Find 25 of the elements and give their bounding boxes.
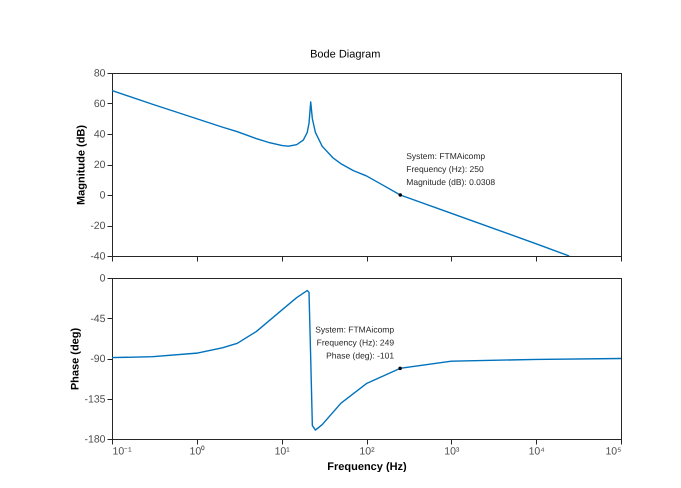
x-tick-label: 10¹ — [274, 446, 290, 458]
y-tick-label: 20 — [94, 159, 106, 171]
x-axis-title: Frequency (Hz) — [327, 461, 408, 473]
x-tick-label: 10³ — [444, 446, 460, 458]
y-tick-label: -180 — [84, 434, 106, 446]
chart-title: Bode Diagram — [310, 48, 380, 60]
y-tick-label: 80 — [94, 68, 106, 80]
x-tick-label: 10² — [359, 446, 376, 458]
y-tick-label: -40 — [90, 250, 106, 262]
y-tick-label: 40 — [94, 128, 106, 140]
y-tick-label: -20 — [90, 220, 106, 232]
y-tick-label: 0 — [100, 272, 106, 284]
y-tick-label: -90 — [90, 353, 106, 365]
x-tick-label: 10⁰ — [189, 446, 206, 458]
y-tick-label: -45 — [90, 312, 106, 325]
annotation: System: FTMAicomp Frequency (Hz): 249 Phase (deg): -101 — [315, 324, 394, 360]
y-tick-label: -135 — [84, 393, 106, 406]
x-tick-label: 10⁻¹ — [112, 446, 132, 458]
x-tick-label: 10⁵ — [605, 446, 622, 458]
annotation: System: FTMAicomp Frequency (Hz): 250 Magnitude (dB): 0.0308 — [406, 150, 496, 187]
x-tick-label: 10⁴ — [528, 446, 545, 458]
y-tick-label: 0 — [100, 190, 106, 202]
y-tick-label: 60 — [94, 98, 106, 110]
y-axis-title: Magnitude (dB) — [75, 124, 88, 206]
y-axis-title: Phase (deg) — [69, 327, 82, 390]
